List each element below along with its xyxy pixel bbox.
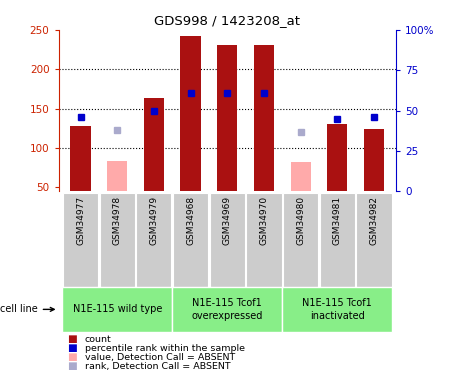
- Bar: [283, 193, 318, 287]
- Title: GDS998 / 1423208_at: GDS998 / 1423208_at: [154, 15, 300, 27]
- Text: value, Detection Call = ABSENT: value, Detection Call = ABSENT: [85, 353, 235, 362]
- Bar: [136, 193, 171, 287]
- Bar: [282, 287, 392, 332]
- Bar: [254, 45, 274, 191]
- Bar: [327, 124, 347, 191]
- Text: GSM34981: GSM34981: [333, 196, 342, 245]
- Text: GSM34969: GSM34969: [223, 196, 232, 245]
- Bar: [364, 129, 384, 191]
- Text: percentile rank within the sample: percentile rank within the sample: [85, 344, 245, 353]
- Bar: [144, 98, 164, 191]
- Text: GSM34968: GSM34968: [186, 196, 195, 245]
- Text: GSM34980: GSM34980: [296, 196, 305, 245]
- Bar: [63, 193, 98, 287]
- Text: GSM34970: GSM34970: [260, 196, 269, 245]
- Bar: [99, 193, 135, 287]
- Text: GSM34979: GSM34979: [149, 196, 158, 245]
- Bar: [246, 193, 282, 287]
- Bar: [210, 193, 245, 287]
- Text: ■: ■: [68, 344, 77, 353]
- Text: ■: ■: [68, 334, 77, 344]
- Bar: [70, 126, 90, 191]
- Bar: [291, 162, 310, 191]
- Text: count: count: [85, 335, 111, 344]
- Bar: [180, 36, 201, 191]
- Text: N1E-115 Tcof1
inactivated: N1E-115 Tcof1 inactivated: [302, 298, 372, 321]
- Bar: [356, 193, 392, 287]
- Text: cell line: cell line: [0, 304, 54, 314]
- Text: ■: ■: [68, 362, 77, 371]
- Bar: [172, 287, 282, 332]
- Text: GSM34978: GSM34978: [112, 196, 122, 245]
- Bar: [62, 287, 172, 332]
- Text: ■: ■: [68, 352, 77, 362]
- Bar: [107, 160, 127, 191]
- Bar: [173, 193, 208, 287]
- Bar: [217, 45, 237, 191]
- Bar: [320, 193, 355, 287]
- Text: rank, Detection Call = ABSENT: rank, Detection Call = ABSENT: [85, 362, 230, 371]
- Text: N1E-115 wild type: N1E-115 wild type: [72, 304, 162, 314]
- Text: N1E-115 Tcof1
overexpressed: N1E-115 Tcof1 overexpressed: [192, 298, 263, 321]
- Text: GSM34982: GSM34982: [369, 196, 378, 245]
- Text: GSM34977: GSM34977: [76, 196, 85, 245]
